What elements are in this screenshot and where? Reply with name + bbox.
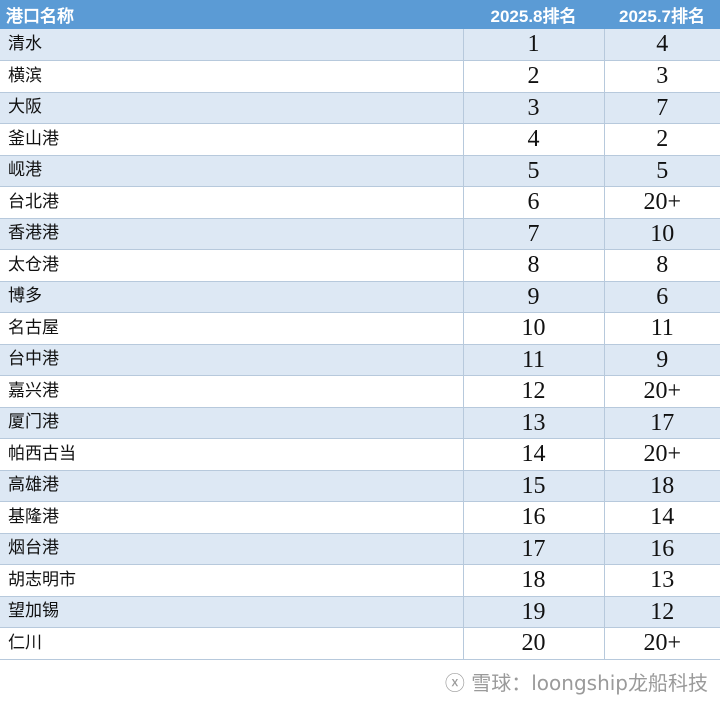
- aug-rank-cell: 10: [463, 312, 605, 345]
- aug-rank-cell: 1: [463, 29, 605, 61]
- jul-rank-cell: 20+: [604, 438, 720, 471]
- aug-rank-cell: 3: [463, 92, 605, 124]
- table-row: 大阪 3 7: [0, 92, 720, 124]
- table-row: 清水 1 4: [0, 29, 720, 61]
- aug-rank-cell: 2: [463, 60, 605, 93]
- port-name-cell: 太仓港: [0, 249, 464, 282]
- watermark: ⓧ 雪球：loongship龙船科技: [444, 671, 708, 695]
- aug-rank-cell: 19: [463, 596, 605, 628]
- aug-rank-cell: 14: [463, 438, 605, 471]
- port-name-cell: 高雄港: [0, 470, 464, 502]
- jul-rank-cell: 8: [604, 249, 720, 282]
- jul-rank-cell: 7: [604, 92, 720, 124]
- table-row: 厦门港 13 17: [0, 407, 720, 439]
- table-row: 博多 9 6: [0, 281, 720, 313]
- table-row: 望加锡 19 12: [0, 596, 720, 628]
- jul-rank-cell: 13: [604, 564, 720, 597]
- port-ranking-table: 港口名称 2025.8排名 2025.7排名 清水 1 4 横滨 2 3 大阪 3 7 釜山港 4 2…: [0, 0, 720, 660]
- jul-rank-cell: 9: [604, 344, 720, 376]
- jul-rank-cell: 20+: [604, 186, 720, 219]
- jul-rank-cell: 3: [604, 60, 720, 93]
- jul-rank-cell: 20+: [604, 627, 720, 660]
- table-row: 嘉兴港 12 20+: [0, 375, 720, 408]
- port-name-cell: 大阪: [0, 92, 464, 124]
- aug-rank-cell: 11: [463, 344, 605, 376]
- jul-rank-cell: 17: [604, 407, 720, 439]
- header-aug-rank: 2025.8排名: [490, 7, 577, 26]
- header-port-name: 港口名称: [6, 7, 74, 26]
- port-name-cell: 香港港: [0, 218, 464, 250]
- port-name-cell: 名古屋: [0, 312, 464, 345]
- table-row: 台北港 6 20+: [0, 186, 720, 219]
- port-name-cell: 清水: [0, 29, 464, 61]
- aug-rank-cell: 4: [463, 123, 605, 156]
- aug-rank-cell: 18: [463, 564, 605, 597]
- table-row: 仁川 20 20+: [0, 627, 720, 660]
- jul-rank-cell: 20+: [604, 375, 720, 408]
- port-name-cell: 帕西古当: [0, 438, 464, 471]
- table-row: 台中港 11 9: [0, 344, 720, 376]
- port-name-cell: 釜山港: [0, 123, 464, 156]
- table-row: 名古屋 10 11: [0, 312, 720, 345]
- table-row: 岘港 5 5: [0, 155, 720, 187]
- table-row: 横滨 2 3: [0, 60, 720, 93]
- jul-rank-cell: 18: [604, 470, 720, 502]
- port-name-cell: 仁川: [0, 627, 464, 660]
- port-name-cell: 嘉兴港: [0, 375, 464, 408]
- aug-rank-cell: 6: [463, 186, 605, 219]
- aug-rank-cell: 9: [463, 281, 605, 313]
- aug-rank-cell: 17: [463, 533, 605, 565]
- port-name-cell: 博多: [0, 281, 464, 313]
- jul-rank-cell: 2: [604, 123, 720, 156]
- aug-rank-cell: 5: [463, 155, 605, 187]
- aug-rank-cell: 13: [463, 407, 605, 439]
- port-name-cell: 基隆港: [0, 501, 464, 534]
- jul-rank-cell: 5: [604, 155, 720, 187]
- port-name-cell: 台北港: [0, 186, 464, 219]
- jul-rank-cell: 16: [604, 533, 720, 565]
- table-row: 胡志明市 18 13: [0, 564, 720, 597]
- port-name-cell: 厦门港: [0, 407, 464, 439]
- table-row: 太仓港 8 8: [0, 249, 720, 282]
- table-row: 帕西古当 14 20+: [0, 438, 720, 471]
- table-row: 烟台港 17 16: [0, 533, 720, 565]
- jul-rank-cell: 4: [604, 29, 720, 61]
- table-row: 基隆港 16 14: [0, 501, 720, 534]
- port-name-cell: 望加锡: [0, 596, 464, 628]
- jul-rank-cell: 6: [604, 281, 720, 313]
- jul-rank-cell: 14: [604, 501, 720, 534]
- aug-rank-cell: 12: [463, 375, 605, 408]
- jul-rank-cell: 11: [604, 312, 720, 345]
- port-name-cell: 横滨: [0, 60, 464, 93]
- table-row: 釜山港 4 2: [0, 123, 720, 156]
- aug-rank-cell: 8: [463, 249, 605, 282]
- jul-rank-cell: 12: [604, 596, 720, 628]
- aug-rank-cell: 20: [463, 627, 605, 660]
- port-name-cell: 胡志明市: [0, 564, 464, 597]
- port-name-cell: 台中港: [0, 344, 464, 376]
- aug-rank-cell: 7: [463, 218, 605, 250]
- aug-rank-cell: 15: [463, 470, 605, 502]
- port-name-cell: 烟台港: [0, 533, 464, 565]
- header-jul-rank: 2025.7排名: [619, 7, 705, 26]
- jul-rank-cell: 10: [604, 218, 720, 250]
- table-row: 香港港 7 10: [0, 218, 720, 250]
- header-row: 港口名称 2025.8排名 2025.7排名: [0, 0, 720, 29]
- port-name-cell: 岘港: [0, 155, 464, 187]
- aug-rank-cell: 16: [463, 501, 605, 534]
- table-row: 高雄港 15 18: [0, 470, 720, 502]
